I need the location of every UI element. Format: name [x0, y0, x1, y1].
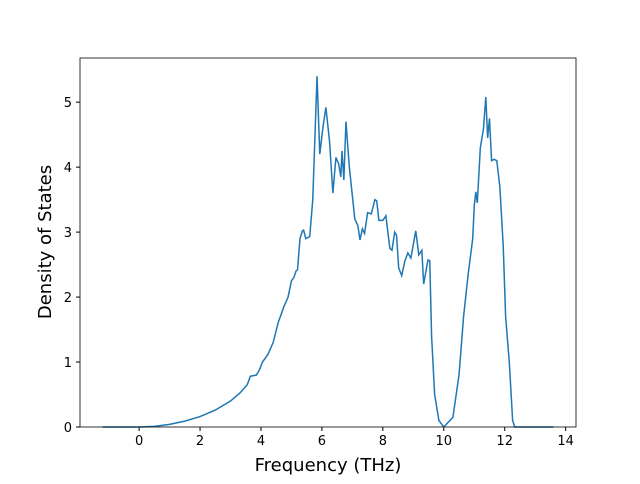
x-tick-label: 12 [496, 434, 513, 449]
y-tick-label: 1 [64, 356, 72, 371]
axes-frame [79, 57, 577, 428]
x-tick-label: 2 [196, 434, 204, 449]
x-tick-label: 0 [135, 434, 143, 449]
y-tick-label: 3 [64, 226, 72, 241]
y-tick-label: 2 [64, 291, 72, 306]
y-tick-label: 0 [64, 421, 72, 436]
data-line [102, 76, 554, 429]
x-tick-label: 6 [318, 434, 326, 449]
x-tick-label: 8 [379, 434, 387, 449]
y-tick-label: 5 [64, 96, 72, 111]
x-axis-label: Frequency (THz) [255, 455, 402, 476]
x-tick-label: 10 [436, 434, 453, 449]
x-tick-label: 4 [257, 434, 265, 449]
y-tick-label: 4 [64, 161, 72, 176]
x-tick-label: 14 [557, 434, 574, 449]
y-axis-label: Density of States [35, 165, 56, 319]
